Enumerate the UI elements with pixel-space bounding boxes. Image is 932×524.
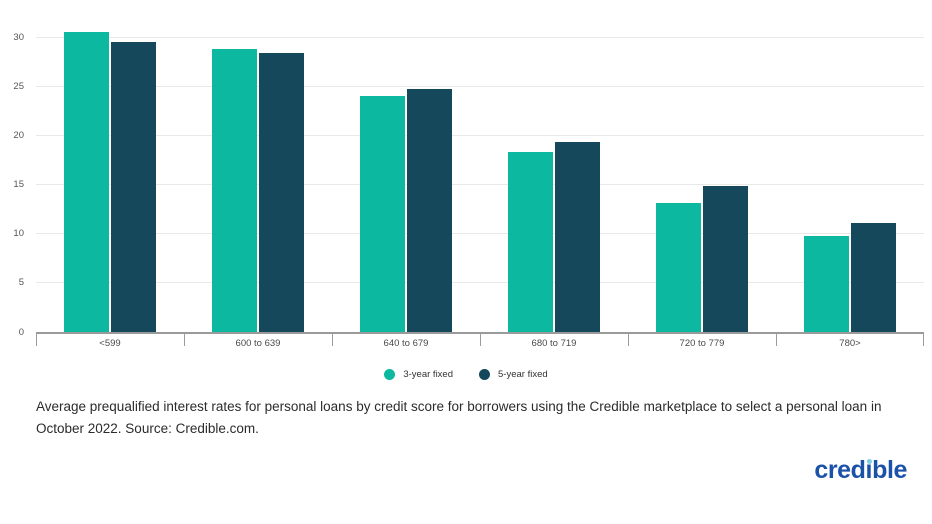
legend-label-5-year-fixed: 5-year fixed bbox=[498, 369, 548, 380]
x-axis-category: 780> bbox=[776, 334, 924, 353]
axis-tick bbox=[776, 334, 777, 346]
gridline bbox=[36, 85, 924, 87]
gridline bbox=[36, 134, 924, 136]
logo-text-part2: i bbox=[865, 456, 873, 484]
bar-3-year-fixed bbox=[64, 31, 109, 332]
axis-tick bbox=[332, 334, 333, 346]
bar-group bbox=[184, 28, 332, 332]
y-axis-label: 10 bbox=[13, 228, 24, 240]
gridline bbox=[36, 183, 924, 185]
x-axis: <599 600 to 639 640 to 679 680 to 719 720 to… bbox=[36, 332, 924, 353]
x-axis-category: 640 to 679 bbox=[332, 334, 480, 353]
bar-groups bbox=[36, 28, 924, 332]
x-axis-label: 640 to 679 bbox=[383, 338, 429, 349]
bar-chart: 0 5 10 15 20 25 30 <599 600 to 639 640 to 679 680… bbox=[0, 28, 932, 380]
bar-5-year-fixed bbox=[111, 41, 156, 332]
x-axis-category: 600 to 639 bbox=[184, 334, 332, 353]
plot-area: 0 5 10 15 20 25 30 bbox=[13, 28, 924, 336]
axis-tick bbox=[480, 334, 481, 346]
bar-5-year-fixed bbox=[703, 185, 748, 332]
legend-marker-5-year-fixed-icon bbox=[479, 369, 490, 380]
bar-group bbox=[776, 28, 924, 332]
y-axis-label: 20 bbox=[13, 130, 24, 142]
y-axis-label: 0 bbox=[18, 326, 24, 338]
x-axis-category: 720 to 779 bbox=[628, 334, 776, 353]
axis-tick bbox=[184, 334, 185, 346]
logo-text-part1: cred bbox=[814, 456, 866, 484]
bar-3-year-fixed bbox=[656, 202, 701, 332]
bar-group bbox=[628, 28, 776, 332]
axis-tick bbox=[36, 334, 37, 346]
bar-3-year-fixed bbox=[212, 48, 257, 332]
y-axis-label: 5 bbox=[18, 277, 24, 289]
legend-item-5-year-fixed: 5-year fixed bbox=[479, 369, 548, 380]
bar-3-year-fixed bbox=[360, 95, 405, 332]
legend: 3-year fixed 5-year fixed bbox=[0, 369, 932, 380]
y-axis-label: 15 bbox=[13, 179, 24, 191]
caption: Average prequalified interest rates for … bbox=[36, 399, 882, 436]
bar-3-year-fixed bbox=[804, 235, 849, 332]
bar-group bbox=[36, 28, 184, 332]
gridline bbox=[36, 232, 924, 234]
x-axis-label: <599 bbox=[99, 338, 121, 349]
bar-5-year-fixed bbox=[407, 88, 452, 332]
axis-tick bbox=[923, 334, 924, 346]
legend-label-3-year-fixed: 3-year fixed bbox=[403, 369, 453, 380]
logo-text-part3: ble bbox=[872, 456, 907, 484]
x-axis-label: 720 to 779 bbox=[679, 338, 725, 349]
axis-tick bbox=[628, 334, 629, 346]
bar-5-year-fixed bbox=[259, 52, 304, 332]
bar-5-year-fixed bbox=[851, 223, 896, 332]
x-axis-label: 680 to 719 bbox=[531, 338, 577, 349]
legend-item-3-year-fixed: 3-year fixed bbox=[384, 369, 453, 380]
x-axis-label: 600 to 639 bbox=[235, 338, 281, 349]
bar-group bbox=[480, 28, 628, 332]
y-axis-label: 30 bbox=[13, 32, 24, 44]
bar-group bbox=[332, 28, 480, 332]
x-axis-label: 780> bbox=[839, 338, 861, 349]
gridline bbox=[36, 281, 924, 283]
bar-5-year-fixed bbox=[555, 141, 600, 332]
x-axis-category: <599 bbox=[36, 334, 184, 353]
gridline bbox=[36, 36, 924, 38]
bar-3-year-fixed bbox=[508, 151, 553, 332]
x-axis-category: 680 to 719 bbox=[480, 334, 628, 353]
legend-marker-3-year-fixed-icon bbox=[384, 369, 396, 380]
y-axis-label: 25 bbox=[13, 81, 24, 93]
credible-logo: credible bbox=[814, 456, 907, 485]
